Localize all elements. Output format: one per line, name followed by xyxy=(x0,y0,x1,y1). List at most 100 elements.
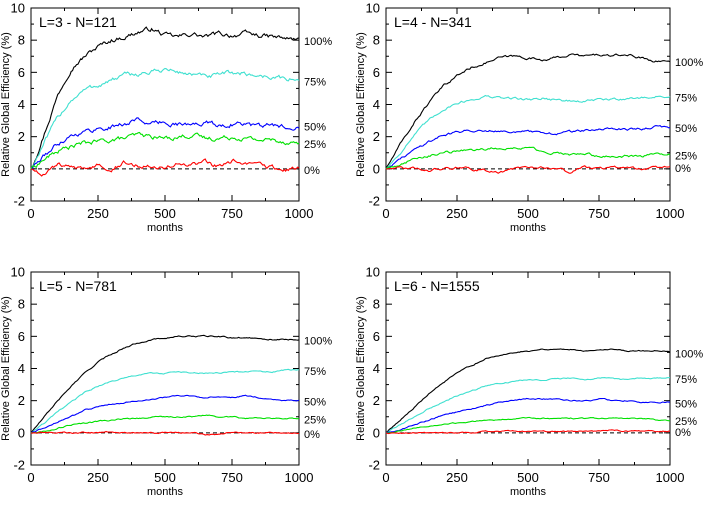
y-tick-label: 0 xyxy=(373,161,380,176)
y-tick-label: -2 xyxy=(13,458,25,473)
y-tick-label: 2 xyxy=(373,393,380,408)
y-axis-label: Relative Global Efficiency (%) xyxy=(355,32,367,177)
series-label-100: 100% xyxy=(304,336,332,348)
y-tick-label: -2 xyxy=(368,194,380,209)
x-tick-label: 500 xyxy=(517,470,539,485)
series-line-25-panel-1 xyxy=(30,131,300,170)
y-tick-label: 6 xyxy=(373,65,380,80)
x-tick-label: 500 xyxy=(154,470,176,485)
x-tick-label: 750 xyxy=(221,470,243,485)
series-line-50-panel-4 xyxy=(385,397,671,434)
x-tick-label: 0 xyxy=(27,206,34,221)
x-tick-label: 1000 xyxy=(285,470,314,485)
series-line-100-panel-3 xyxy=(30,334,300,434)
y-tick-label: 10 xyxy=(11,265,25,280)
x-tick-label: 250 xyxy=(446,206,468,221)
series-line-75-panel-1 xyxy=(30,67,300,170)
y-tick-label: 6 xyxy=(373,329,380,344)
series-label-75: 75% xyxy=(304,366,326,378)
series-line-75-panel-3 xyxy=(30,368,300,434)
series-label-0: 0% xyxy=(675,427,691,439)
x-tick-label: 1000 xyxy=(285,206,314,221)
x-tick-label: 1000 xyxy=(656,470,685,485)
panel-title: L=5 - N=781 xyxy=(39,278,117,294)
series-line-25-panel-4 xyxy=(385,416,671,434)
y-tick-label: 10 xyxy=(366,265,380,280)
x-tick-label: 0 xyxy=(27,470,34,485)
x-tick-label: 250 xyxy=(87,470,109,485)
y-tick-label: 8 xyxy=(373,33,380,48)
y-tick-label: 4 xyxy=(18,97,25,112)
series-label-75: 75% xyxy=(304,76,326,88)
series-label-50: 50% xyxy=(304,397,326,409)
x-tick-label: 250 xyxy=(87,206,109,221)
y-tick-label: 4 xyxy=(373,361,380,376)
y-tick-label: 2 xyxy=(18,129,25,144)
panel-title: L=3 - N=121 xyxy=(39,14,117,30)
series-line-0-panel-2 xyxy=(385,165,671,174)
x-tick-label: 0 xyxy=(382,206,389,221)
series-label-75: 75% xyxy=(675,374,697,386)
x-tick-label: 750 xyxy=(588,206,610,221)
y-tick-label: 2 xyxy=(18,393,25,408)
series-line-0-panel-1 xyxy=(30,158,300,177)
y-tick-label: 0 xyxy=(18,425,25,440)
series-line-100-panel-1 xyxy=(30,26,300,170)
series-line-50-panel-3 xyxy=(30,394,300,434)
x-tick-label: 750 xyxy=(588,470,610,485)
y-tick-label: 8 xyxy=(18,297,25,312)
y-axis-label: Relative Global Efficiency (%) xyxy=(355,296,367,441)
x-axis-label: months xyxy=(510,222,547,234)
y-axis-label: Relative Global Efficiency (%) xyxy=(0,296,12,441)
series-label-100: 100% xyxy=(304,36,332,48)
series-label-25: 25% xyxy=(304,414,326,426)
y-tick-label: -2 xyxy=(368,458,380,473)
series-line-0-panel-4 xyxy=(385,429,671,435)
y-tick-label: 0 xyxy=(373,425,380,440)
x-tick-label: 1000 xyxy=(656,206,685,221)
series-line-75-panel-4 xyxy=(385,377,671,434)
series-line-50-panel-2 xyxy=(386,124,671,170)
series-label-100: 100% xyxy=(675,348,703,360)
x-tick-label: 500 xyxy=(154,206,176,221)
x-axis-label: months xyxy=(147,486,184,498)
series-line-75-panel-2 xyxy=(385,94,671,170)
series-label-75: 75% xyxy=(675,92,697,104)
series-label-50: 50% xyxy=(675,123,697,135)
panel-title: L=6 - N=1555 xyxy=(394,278,480,294)
series-line-0-panel-3 xyxy=(30,430,300,436)
series-label-50: 50% xyxy=(304,121,326,133)
y-tick-label: 6 xyxy=(18,65,25,80)
y-tick-label: 10 xyxy=(366,1,380,16)
series-label-100: 100% xyxy=(675,57,703,69)
y-tick-label: 2 xyxy=(373,129,380,144)
y-tick-label: 10 xyxy=(11,1,25,16)
series-label-0: 0% xyxy=(304,429,320,441)
series-line-25-panel-3 xyxy=(30,414,300,434)
y-tick-label: 8 xyxy=(18,33,25,48)
series-line-100-panel-4 xyxy=(385,348,671,434)
y-tick-label: 6 xyxy=(18,329,25,344)
y-tick-label: 4 xyxy=(18,361,25,376)
x-tick-label: 250 xyxy=(446,470,468,485)
x-tick-label: 750 xyxy=(221,206,243,221)
y-tick-label: -2 xyxy=(13,194,25,209)
series-label-0: 0% xyxy=(304,165,320,177)
series-line-50-panel-1 xyxy=(30,117,300,170)
x-axis-label: months xyxy=(510,486,547,498)
panel-title: L=4 - N=341 xyxy=(394,14,472,30)
series-line-100-panel-2 xyxy=(385,53,671,170)
x-tick-label: 0 xyxy=(382,470,389,485)
y-axis-label: Relative Global Efficiency (%) xyxy=(0,32,12,177)
series-label-25: 25% xyxy=(675,416,697,428)
x-axis-label: months xyxy=(147,222,184,234)
y-tick-label: 0 xyxy=(18,161,25,176)
series-label-50: 50% xyxy=(675,398,697,410)
y-tick-label: 4 xyxy=(373,97,380,112)
series-label-25: 25% xyxy=(304,139,326,151)
